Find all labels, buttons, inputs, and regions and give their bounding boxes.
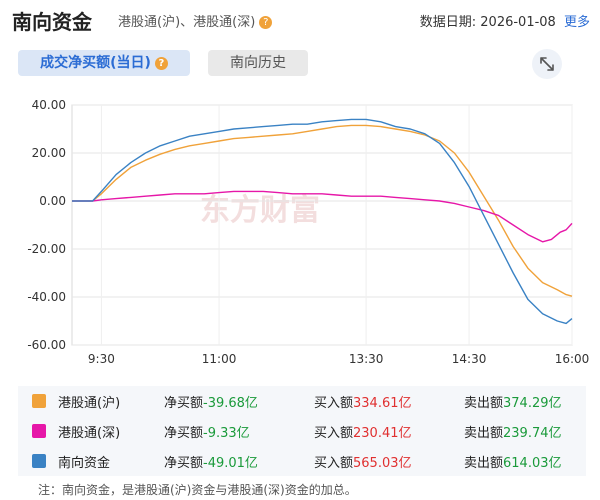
legend-swatch [32,394,46,408]
sell-cell: 卖出额239.74亿 [464,422,562,441]
watermark-group: 东方财富 [200,193,320,228]
buy-label: 买入额 [314,426,354,441]
legend-row-hu: 港股通(沪) 净买额-39.68亿 买入额334.61亿 卖出额374.29亿 [18,386,586,416]
buy-value: 334.61亿 [353,396,412,411]
subtitle: 港股通(沪)、港股通(深)? [118,11,273,30]
legend-name: 港股通(深) [58,426,121,441]
legend-row-total: 南向资金 净买额-49.01亿 买入额565.03亿 卖出额614.03亿 [18,446,586,476]
tab-label: 成交净买额(当日) [40,55,151,71]
tab-label: 南向历史 [230,55,286,71]
sell-cell: 卖出额614.03亿 [464,452,562,471]
sell-label: 卖出额 [464,456,504,471]
date-label: 数据日期: [419,15,477,30]
x-tick-label: 14:30 [452,352,487,366]
net-buy-cell: 净买额-39.68亿 [164,392,258,411]
y-tick-label: 40.00 [32,98,66,112]
legend-row-shen: 港股通(深) 净买额-9.33亿 买入额230.41亿 卖出额239.74亿 [18,416,586,446]
net-buy-value: -49.01亿 [203,456,258,471]
legend-swatch [32,424,46,438]
x-tick-label: 9:30 [88,352,115,366]
buy-label: 买入额 [314,396,354,411]
tab-net-buy-today[interactable]: 成交净买额(当日)? [18,50,190,76]
expand-icon [540,57,554,71]
sell-label: 卖出额 [464,396,504,411]
buy-cell: 买入额565.03亿 [314,452,412,471]
data-date: 数据日期: 2026-01-08 更多 [420,11,590,30]
help-icon[interactable]: ? [154,56,168,70]
sell-value: 614.03亿 [503,456,562,471]
subtitle-text: 港股通(沪)、港股通(深) [118,15,256,30]
net-buy-label: 净买额 [164,396,204,411]
y-tick-label: -20.00 [27,242,66,256]
y-tick-label: 0.00 [39,194,66,208]
legend-swatch [32,454,46,468]
more-link[interactable]: 更多 [563,15,590,30]
sell-value: 239.74亿 [503,426,562,441]
x-tick-label: 13:30 [349,352,384,366]
legend-name: 港股通(沪) [58,396,121,411]
net-buy-cell: 净买额-9.33亿 [164,422,250,441]
plot-frame [71,104,573,346]
net-buy-value: -9.33亿 [203,426,250,441]
series-line-1 [72,190,573,243]
header: 南向资金 港股通(沪)、港股通(深)? 数据日期: 2026-01-08 更多 [0,0,600,40]
y-tick-label: -40.00 [27,290,66,304]
buy-value: 230.41亿 [353,426,412,441]
net-buy-label: 净买额 [164,426,204,441]
chart-svg: 东方财富 40.00 20.00 0.00 -20.00 -40.00 -60.00 9:3… [27,98,590,366]
buy-label: 买入额 [314,456,354,471]
footnote: 注：南向资金，是港股通(沪)资金与港股通(深)资金的加总。 [38,483,357,497]
series-line-2 [72,118,573,325]
y-tick-label: 20.00 [32,146,66,160]
buy-value: 565.03亿 [353,456,412,471]
tab-southbound-history[interactable]: 南向历史 [208,50,308,76]
net-buy-cell: 净买额-49.01亿 [164,452,258,471]
buy-cell: 买入额334.61亿 [314,392,412,411]
series-line-0 [72,124,573,297]
date-value: 2026-01-08 [480,15,556,30]
page-title: 南向资金 [12,10,92,34]
legend-name: 南向资金 [58,456,111,471]
x-tick-label: 16:00 [555,352,590,366]
legend: 港股通(沪) 净买额-39.68亿 买入额334.61亿 卖出额374.29亿 … [18,386,586,476]
x-tick-label: 11:00 [202,352,237,366]
y-tick-label: -60.00 [27,338,66,352]
expand-button[interactable] [532,49,562,79]
watermark-text: 东方财富 [200,193,320,228]
buy-cell: 买入额230.41亿 [314,422,412,441]
sell-cell: 卖出额374.29亿 [464,392,562,411]
net-buy-label: 净买额 [164,456,204,471]
sell-value: 374.29亿 [503,396,562,411]
chart: 东方财富 40.00 20.00 0.00 -20.00 -40.00 -60.00 9:3… [0,95,600,380]
sell-label: 卖出额 [464,426,504,441]
help-icon[interactable]: ? [259,16,273,29]
net-buy-value: -39.68亿 [203,396,258,411]
